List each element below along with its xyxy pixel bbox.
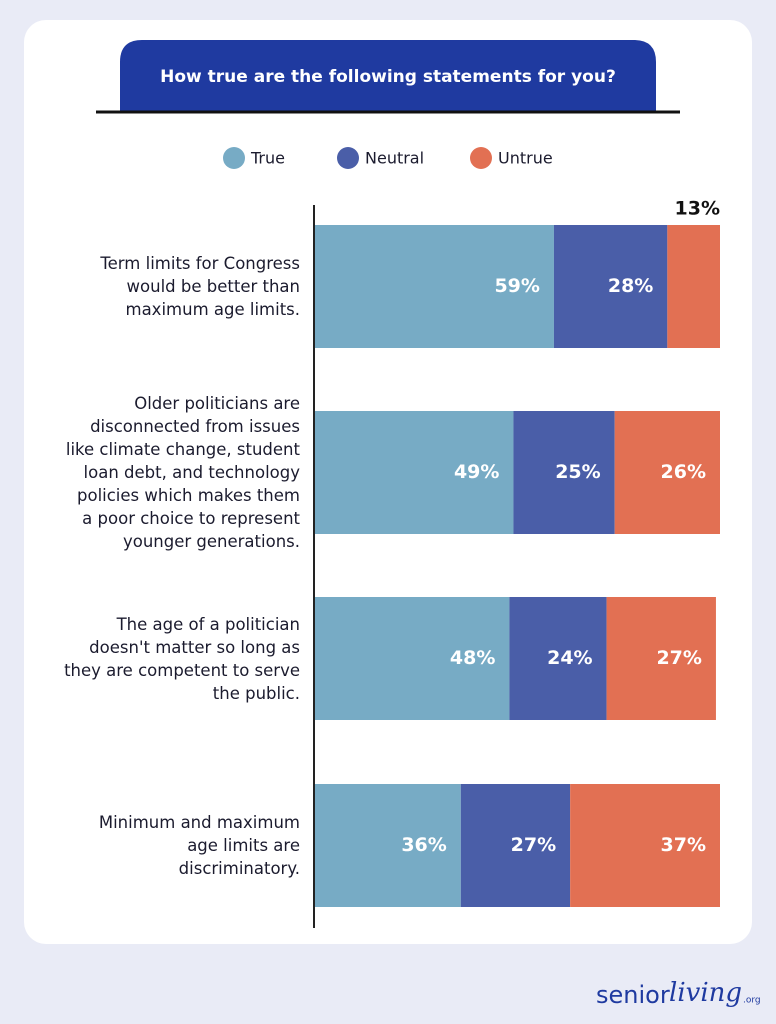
brand-living: living — [669, 978, 742, 1008]
bar-segment — [460, 784, 571, 907]
bar-segment — [315, 597, 510, 720]
value-label: 49% — [454, 461, 499, 483]
chart-title: How true are the following statements fo… — [160, 67, 616, 87]
legend-swatch — [470, 147, 492, 169]
legend-swatch — [223, 147, 245, 169]
value-label: 13% — [675, 198, 720, 220]
bar-segment — [315, 411, 514, 534]
value-label: 27% — [656, 647, 701, 669]
bar-segment — [614, 411, 720, 534]
legend-label: Untrue — [498, 149, 553, 168]
brand-org: .org — [743, 996, 761, 1006]
title-banner — [120, 40, 656, 112]
legend-label: Neutral — [365, 149, 424, 168]
category-label: The age of a politician doesn't matter s… — [64, 614, 300, 703]
bar-segment — [513, 411, 615, 534]
value-label: 36% — [401, 834, 446, 856]
bar-segment — [553, 225, 668, 348]
value-label: 48% — [450, 647, 495, 669]
value-label: 27% — [511, 834, 556, 856]
category-label: Term limits for Congress would be better… — [100, 254, 300, 319]
value-label: 37% — [661, 834, 706, 856]
brand-senior: senior — [596, 981, 670, 1009]
bar-segment — [315, 225, 554, 348]
legend-label: True — [250, 149, 285, 168]
value-label: 59% — [494, 275, 539, 297]
value-label: 28% — [608, 275, 653, 297]
bar-segment — [509, 597, 607, 720]
bar-segment — [667, 225, 720, 348]
value-label: 25% — [555, 461, 600, 483]
bar-segment — [570, 784, 720, 907]
category-label: Older politicians are disconnected from … — [65, 394, 300, 551]
legend-swatch — [337, 147, 359, 169]
bar-segment — [606, 597, 716, 720]
category-label: Minimum and maximum age limits are discr… — [98, 813, 300, 878]
value-label: 26% — [661, 461, 706, 483]
value-label: 24% — [547, 647, 592, 669]
bar-segment — [315, 784, 461, 907]
